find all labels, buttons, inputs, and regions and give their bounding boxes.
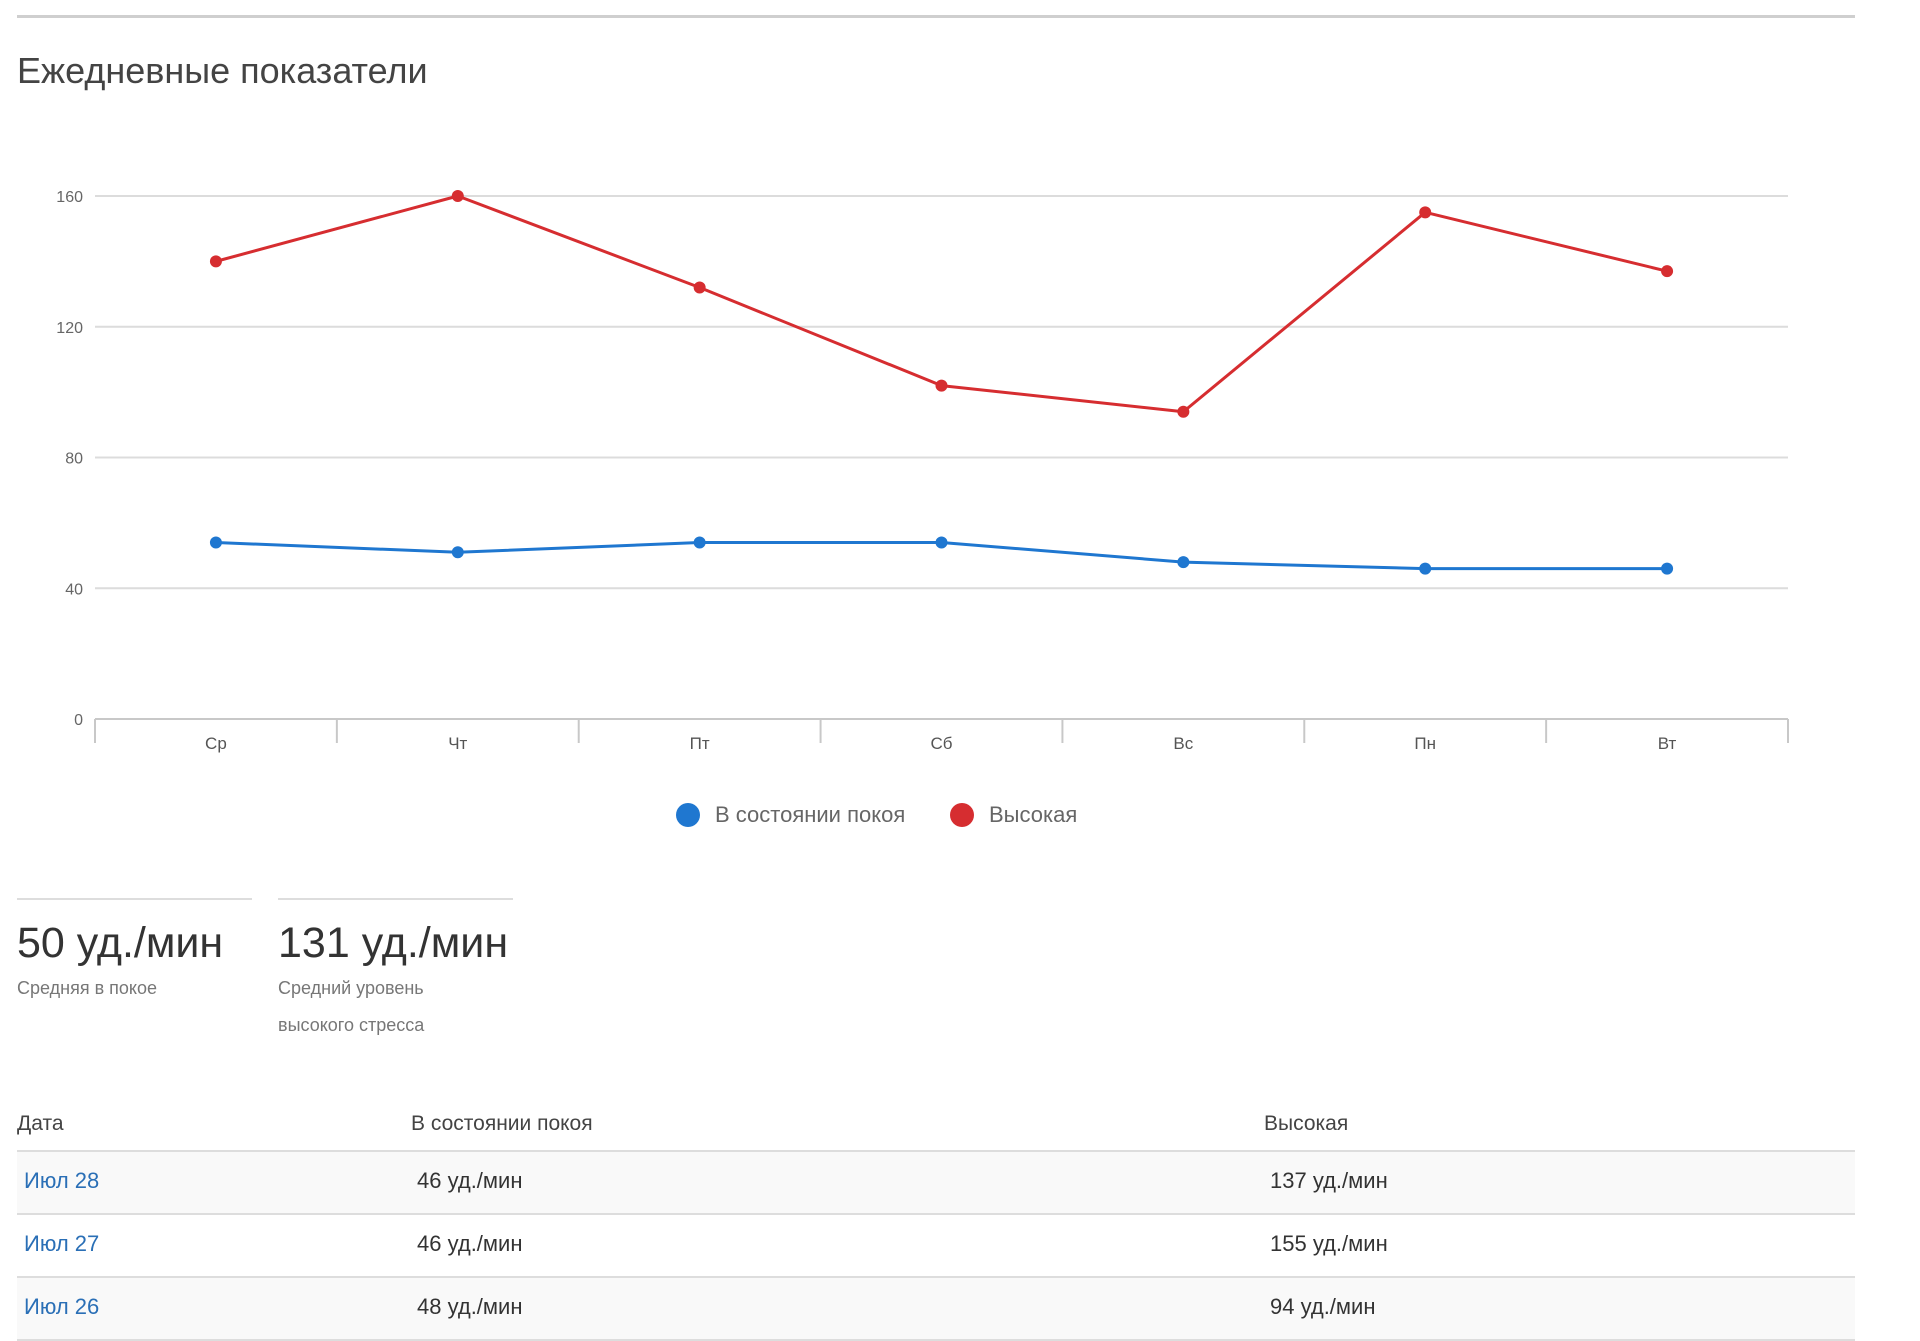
date-link[interactable]: Июл 28 — [24, 1168, 100, 1193]
x-tick-label: Чт — [448, 734, 467, 753]
summary-divider — [278, 898, 513, 900]
date-link[interactable]: Июл 26 — [24, 1294, 100, 1319]
high-value: 155 уд./мин — [1270, 1231, 1388, 1256]
data-point-high — [693, 281, 706, 294]
summary-value: 50 уд./мин — [17, 919, 224, 967]
summary-label-line-2: высокого стресса — [278, 1015, 425, 1035]
data-point-rest — [935, 536, 948, 549]
data-point-rest — [1177, 556, 1190, 569]
series-line-high — [215, 194, 1668, 414]
legend-item-high[interactable]: Высокая — [950, 798, 1077, 832]
y-tick-label: 80 — [65, 451, 83, 468]
rest-value: 48 уд./мин — [417, 1294, 523, 1319]
rest-value: 46 уд./мин — [417, 1168, 523, 1193]
data-point-high — [1661, 265, 1674, 278]
top-divider — [17, 15, 1855, 18]
y-tick-label: 40 — [65, 581, 83, 598]
rest-value: 46 уд./мин — [417, 1231, 523, 1256]
legend-dot-rest — [676, 803, 700, 827]
x-tick-label: Пт — [690, 734, 710, 753]
x-tick-label: Вт — [1658, 734, 1677, 753]
high-value: 94 уд./мин — [1270, 1294, 1376, 1319]
data-point-rest — [1419, 562, 1432, 575]
table-row: Июл 27 46 уд./мин 155 уд./мин — [17, 1215, 1855, 1278]
data-point-high — [1177, 405, 1190, 418]
data-point-rest — [1661, 562, 1674, 575]
high-value: 137 уд./мин — [1270, 1168, 1388, 1193]
summary-label: Средняя в покое — [17, 978, 157, 998]
legend-item-rest[interactable]: В состоянии покоя — [676, 798, 905, 832]
y-tick-label: 160 — [56, 189, 83, 206]
data-point-high — [935, 379, 948, 392]
data-point-high — [1419, 206, 1432, 219]
x-tick-label: Вс — [1173, 734, 1193, 753]
daily-data-table: Дата В состоянии покоя Высокая Июл 28 46… — [17, 1108, 1855, 1341]
table-row: Июл 26 48 уд./мин 94 уд./мин — [17, 1278, 1855, 1341]
data-point-high — [451, 190, 464, 202]
summary-high-stress-average: 131 уд./мин Средний уровень высокого стр… — [278, 898, 513, 1044]
summary-divider — [17, 898, 252, 900]
heart-rate-line-chart: 0 40 80 120 160 Ср Чт Пт Сб Вс Пн Вт — [56, 189, 1789, 753]
legend-dot-high — [950, 803, 974, 827]
x-tick-label: Сб — [930, 734, 952, 753]
x-tick-label: Пн — [1414, 734, 1436, 753]
column-header-date: Дата — [17, 1112, 64, 1135]
table-header: Дата В состоянии покоя Высокая — [17, 1108, 1855, 1152]
data-point-rest — [209, 536, 222, 549]
legend-label-high: Высокая — [989, 802, 1078, 827]
data-point-high — [209, 255, 222, 268]
column-header-rest: В состоянии покоя — [411, 1112, 593, 1135]
date-link[interactable]: Июл 27 — [24, 1231, 100, 1256]
summary-label-line-1: Средний уровень — [278, 978, 424, 998]
data-point-rest — [451, 546, 464, 559]
legend-label-rest: В состоянии покоя — [715, 802, 906, 827]
chart-legend: В состоянии покоя Высокая — [0, 798, 1920, 832]
table-row: Июл 28 46 уд./мин 137 уд./мин — [17, 1152, 1855, 1215]
data-point-rest — [693, 536, 706, 549]
summary-value: 131 уд./мин — [278, 919, 509, 967]
section-title: Ежедневные показатели — [17, 50, 428, 91]
y-tick-label: 0 — [74, 712, 83, 729]
summary-rest-average: 50 уд./мин Средняя в покое — [17, 898, 252, 1007]
y-tick-label: 120 — [56, 320, 83, 337]
column-header-high: Высокая — [1264, 1112, 1349, 1135]
x-tick-label: Ср — [205, 734, 227, 753]
